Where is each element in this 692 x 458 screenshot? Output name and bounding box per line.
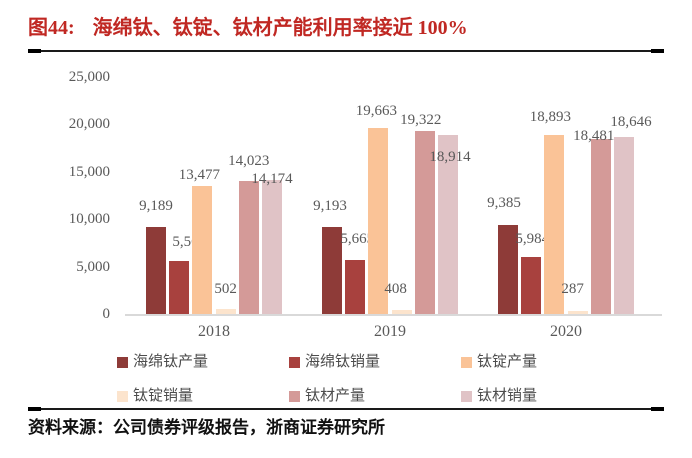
rule-end-cap [28,407,41,411]
legend-swatch-icon [117,391,128,402]
bar-钛材销量-2019 [438,134,458,314]
data-label: 408 [384,281,407,298]
rule-end-cap [651,49,664,53]
bar-钛材产量-2020 [590,138,611,314]
data-label: 18,481 [573,127,615,144]
legend-label: 海绵钛销量 [305,354,381,370]
y-axis-tick-label: 15,000 [68,163,110,180]
category-label-2018: 2018 [198,323,230,340]
data-label: 13,477 [178,167,221,184]
bar-海绵钛销量-2019 [345,260,366,314]
data-label: 19,663 [355,102,398,119]
source-divider-line [28,407,664,411]
bar-钛锭产量-2020 [544,134,565,314]
title-divider-line [28,49,664,53]
y-axis-tick-label: 20,000 [68,116,110,133]
legend-label: 海绵钛产量 [133,354,209,370]
category-label-2019: 2019 [374,323,406,340]
data-label: 18,914 [429,148,471,165]
bar-钛锭销量-2020 [567,311,588,314]
data-label: 502 [214,281,237,298]
bar-钛材销量-2020 [614,137,634,314]
legend-label: 钛材产量 [305,388,366,404]
bar-钛材产量-2019 [414,130,435,314]
legend-item-钛材产量: 钛材产量 [289,389,365,404]
data-label: 9,193 [313,197,347,214]
legend-swatch-icon [117,357,128,368]
legend-label: 钛锭销量 [133,388,194,404]
y-axis-tick-label: 25,000 [68,69,110,85]
legend-label: 钛锭产量 [477,354,538,370]
legend-swatch-icon [461,357,472,368]
figure-number: 图44: [28,17,75,39]
bar-钛锭产量-2019 [368,127,389,314]
data-label: 9,385 [487,195,521,212]
bar-海绵钛销量-2020 [521,257,542,314]
legend-swatch-icon [289,391,300,402]
rule-end-cap [28,49,41,53]
bar-钛材销量-2018 [262,179,282,314]
bar-海绵钛产量-2019 [322,226,342,314]
data-label: 18,646 [610,114,652,131]
y-axis-tick-label: 10,000 [68,211,110,228]
bar-钛锭销量-2019 [391,310,412,314]
x-axis-line [125,314,662,316]
data-label: 14,174 [251,170,293,187]
legend-item-海绵钛销量: 海绵钛销量 [289,355,380,370]
data-label: 18,893 [529,108,572,125]
bar-钛锭销量-2018 [215,309,236,314]
y-axis-tick-label: 0 [102,306,111,322]
data-label: 5,984 [515,231,550,248]
data-label: 9,189 [139,197,173,214]
legend-item-钛锭产量: 钛锭产量 [461,355,537,370]
legend-swatch-icon [461,391,472,402]
legend-swatch-icon [289,357,300,368]
legend-item-钛锭销量: 钛锭销量 [117,389,193,404]
bar-钛锭产量-2018 [192,186,213,314]
figure-title-text: 海绵钛、钛锭、钛材产能利用率接近 100% [92,17,468,39]
bar-海绵钛产量-2020 [498,225,518,314]
data-label: 14,023 [228,153,270,170]
legend-label: 钛材销量 [477,388,538,404]
bar-钛材产量-2018 [238,181,259,314]
y-axis-tick-label: 5,000 [76,258,110,275]
data-label: 5,665 [340,231,375,248]
data-label: 287 [561,281,584,298]
legend-item-海绵钛产量: 海绵钛产量 [117,355,208,370]
bar-海绵钛产量-2018 [146,226,166,314]
bar-海绵钛销量-2018 [169,261,190,314]
rule-end-cap [651,407,664,411]
legend-item-钛材销量: 钛材销量 [461,389,537,404]
figure-title: 图44: 海绵钛、钛锭、钛材产能利用率接近 100% [28,11,468,40]
data-label: 19,322 [400,111,442,128]
source-note: 资料来源：公司债券评级报告，浙商证券研究所 [28,418,385,437]
category-label-2020: 2020 [550,323,582,340]
